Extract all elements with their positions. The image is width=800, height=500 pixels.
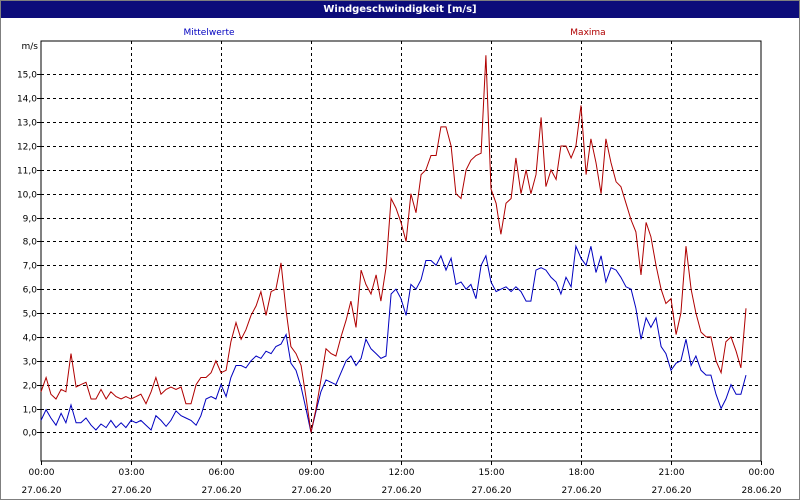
- axis-layer: 0,0 1,0 2,0 3,0 4,0 5,0 6,0 7,0 8,0 9,0 10,0 11,0 12…: [17, 40, 782, 496]
- legend-maxima: Maxima: [570, 28, 605, 38]
- y-tick-label: 10,0: [17, 191, 37, 201]
- y-tick-label: 5,0: [23, 310, 38, 320]
- y-tick-label: 3,0: [23, 358, 38, 368]
- x-tick-time-label: 18:00: [569, 468, 595, 478]
- y-axis-unit: m/s: [22, 42, 39, 52]
- x-tick-date-label: 27.06.20: [561, 486, 601, 496]
- x-tick-time-label: 03:00: [119, 468, 145, 478]
- legend-layer: Mittelwerte Maxima: [183, 28, 605, 38]
- grid-layer: [41, 41, 761, 461]
- y-tick-label: 0,0: [23, 429, 38, 439]
- x-tick-time-label: 00:00: [29, 468, 55, 478]
- x-tick-time-label: 12:00: [389, 468, 415, 478]
- series-layer: [40, 55, 747, 433]
- y-tick-label: 7,0: [23, 262, 38, 272]
- y-tick-label: 4,0: [23, 334, 38, 344]
- y-tick-label: 12,0: [17, 143, 37, 153]
- x-tick-date-label: 27.06.20: [111, 486, 151, 496]
- x-tick-time-label: 00:00: [749, 468, 775, 478]
- x-tick-date-label: 27.06.20: [21, 486, 61, 496]
- x-tick-time-label: 15:00: [479, 468, 505, 478]
- x-tick-date-label: 27.06.20: [651, 486, 691, 496]
- x-tick-time-label: 21:00: [659, 468, 685, 478]
- y-tick-label: 8,0: [23, 238, 38, 248]
- x-tick-time-label: 09:00: [299, 468, 325, 478]
- y-tick-label: 6,0: [23, 286, 38, 296]
- y-tick-label: 11,0: [17, 167, 37, 177]
- y-tick-label: 14,0: [17, 95, 37, 105]
- x-tick-date-label: 27.06.20: [381, 486, 421, 496]
- x-tick-date-label: 27.06.20: [201, 486, 241, 496]
- y-tick-label: 1,0: [23, 406, 38, 416]
- y-tick-label: 13,0: [17, 119, 37, 129]
- x-tick-time-label: 06:00: [209, 468, 235, 478]
- x-tick-date-label: 28.06.20: [741, 486, 781, 496]
- legend-mittelwerte: Mittelwerte: [183, 28, 234, 38]
- y-tick-label: 9,0: [23, 215, 38, 225]
- x-tick-date-label: 27.06.20: [291, 486, 331, 496]
- y-tick-label: 15,0: [17, 71, 37, 81]
- series-line-maxima: [40, 55, 747, 433]
- y-tick-label: 2,0: [23, 382, 38, 392]
- series-line-mittelwerte: [40, 244, 747, 433]
- x-tick-date-label: 27.06.20: [471, 486, 511, 496]
- chart-title: Windgeschwindigkeit [m/s]: [1, 1, 799, 18]
